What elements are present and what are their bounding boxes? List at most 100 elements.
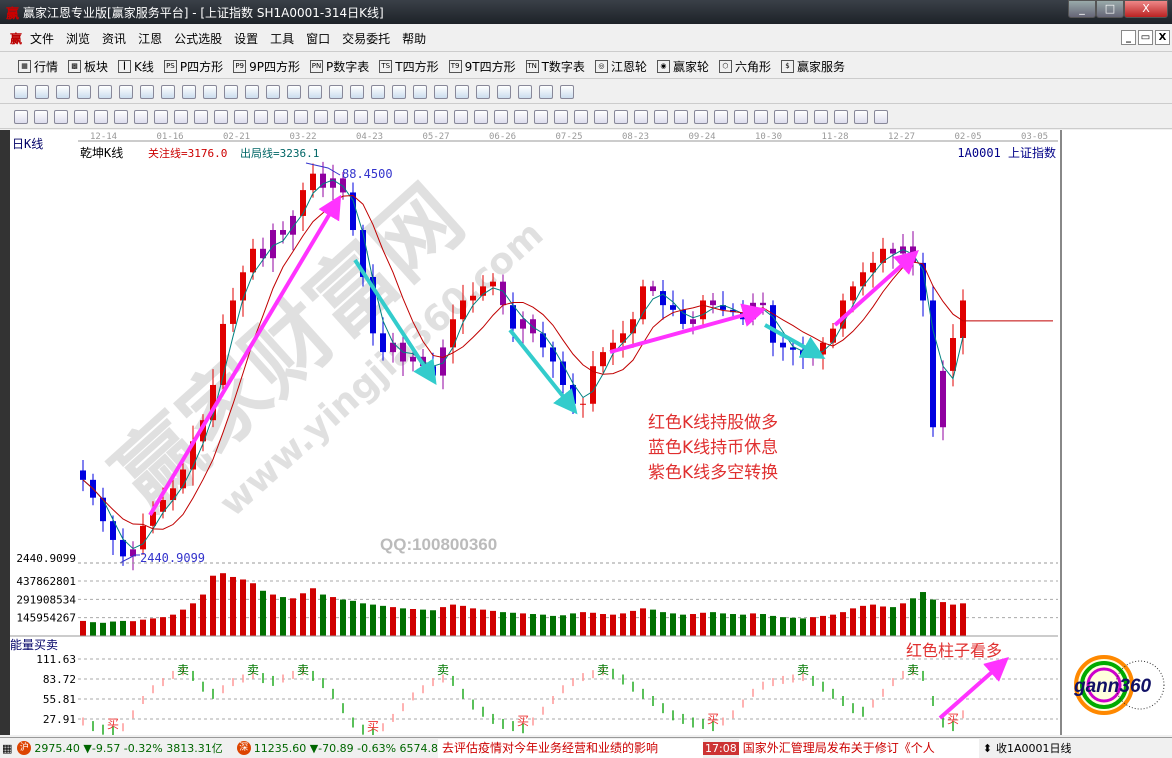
tool-icon[interactable] <box>434 109 448 124</box>
tool-icon[interactable] <box>308 84 322 99</box>
toolbar-button[interactable]: ⬡ 六角形 <box>718 58 771 75</box>
news-ticker-1[interactable]: 去评估疫情对今年业务经营和业绩的影响 <box>438 738 704 758</box>
mdi-close-button[interactable]: X <box>1155 30 1170 45</box>
tool-icon[interactable] <box>119 84 133 99</box>
tool-icon[interactable] <box>374 109 388 124</box>
minimize-button[interactable]: _ <box>1068 0 1096 18</box>
tool-icon[interactable] <box>224 84 238 99</box>
tool-icon[interactable] <box>413 84 427 99</box>
tool-icon[interactable] <box>245 84 259 99</box>
tool-icon[interactable] <box>329 84 343 99</box>
tool-icon[interactable] <box>234 109 248 124</box>
tool-icon[interactable] <box>14 109 28 124</box>
tool-icon[interactable] <box>654 109 668 124</box>
tool-icon[interactable] <box>314 109 328 124</box>
toolbar-button[interactable]: ◉ 赢家轮 <box>656 58 709 75</box>
toolbar-button[interactable]: PN P数字表 <box>310 58 369 75</box>
tool-icon[interactable] <box>594 109 608 124</box>
tool-icon[interactable] <box>287 84 301 99</box>
tool-icon[interactable] <box>634 109 648 124</box>
tool-icon[interactable] <box>214 109 228 124</box>
tool-icon[interactable] <box>154 109 168 124</box>
news-ticker-2[interactable]: 国家外汇管理局发布关于修订《个人 <box>738 738 979 758</box>
tool-icon[interactable] <box>476 84 490 99</box>
tool-icon[interactable] <box>754 109 768 124</box>
tool-icon[interactable] <box>574 109 588 124</box>
scroll-spinner[interactable]: ⬍ <box>982 741 992 755</box>
tool-icon[interactable] <box>274 109 288 124</box>
sz-index-quote[interactable]: 11235.60 ▼-70.89 -0.63% 6574.8 <box>253 741 439 755</box>
tool-icon[interactable] <box>674 109 688 124</box>
tool-icon[interactable] <box>140 84 154 99</box>
tool-icon[interactable] <box>254 109 268 124</box>
tool-icon[interactable] <box>834 109 848 124</box>
tool-icon[interactable] <box>134 109 148 124</box>
tool-icon[interactable] <box>434 84 448 99</box>
tool-icon[interactable] <box>161 84 175 99</box>
mdi-restore-button[interactable]: ▭ <box>1138 30 1153 45</box>
tool-icon[interactable] <box>294 109 308 124</box>
tool-icon[interactable] <box>694 109 708 124</box>
tool-icon[interactable] <box>35 84 49 99</box>
tool-icon[interactable] <box>494 109 508 124</box>
tool-icon[interactable] <box>734 109 748 124</box>
quote-table-icon[interactable]: ▦ <box>2 741 13 755</box>
tool-icon[interactable] <box>560 84 574 99</box>
menu-item[interactable]: 公式选股 <box>174 32 223 46</box>
tool-icon[interactable] <box>34 109 48 124</box>
close-button[interactable]: X <box>1124 0 1168 18</box>
tool-icon[interactable] <box>474 109 488 124</box>
tool-icon[interactable] <box>350 84 364 99</box>
tool-icon[interactable] <box>114 109 128 124</box>
menu-item[interactable]: 设置 <box>234 32 259 46</box>
tool-icon[interactable] <box>514 109 528 124</box>
tool-icon[interactable] <box>534 109 548 124</box>
menu-item[interactable]: 窗口 <box>306 32 331 46</box>
tool-icon[interactable] <box>774 109 788 124</box>
menu-item[interactable]: 工具 <box>270 32 295 46</box>
toolbar-button[interactable]: TN T数字表 <box>525 58 585 75</box>
menu-item[interactable]: 帮助 <box>402 32 427 46</box>
tool-icon[interactable] <box>518 84 532 99</box>
tool-icon[interactable] <box>454 109 468 124</box>
tool-icon[interactable] <box>394 109 408 124</box>
tool-icon[interactable] <box>203 84 217 99</box>
toolbar-button[interactable]: PS P四方形 <box>163 58 223 75</box>
tool-icon[interactable] <box>614 109 628 124</box>
tool-icon[interactable] <box>182 84 196 99</box>
toolbar-button[interactable]: TS T四方形 <box>379 58 439 75</box>
tool-icon[interactable] <box>392 84 406 99</box>
toolbar-button[interactable]: ▩ 板块 <box>68 58 108 75</box>
tool-icon[interactable] <box>354 109 368 124</box>
tool-icon[interactable] <box>714 109 728 124</box>
toolbar-button[interactable]: P9 9P四方形 <box>233 58 300 75</box>
tool-icon[interactable] <box>455 84 469 99</box>
toolbar-button[interactable]: T9 9T四方形 <box>448 58 516 75</box>
tool-icon[interactable] <box>371 84 385 99</box>
toolbar-button[interactable]: ◎ 江恩轮 <box>594 58 647 75</box>
tool-icon[interactable] <box>174 109 188 124</box>
tool-icon[interactable] <box>77 84 91 99</box>
tool-icon[interactable] <box>54 109 68 124</box>
tool-icon[interactable] <box>194 109 208 124</box>
menu-item[interactable]: 浏览 <box>66 32 91 46</box>
tool-icon[interactable] <box>74 109 88 124</box>
menu-item[interactable]: 资讯 <box>102 32 127 46</box>
tool-icon[interactable] <box>539 84 553 99</box>
mdi-minimize-button[interactable]: _ <box>1121 30 1136 45</box>
toolbar-button[interactable]: ▦ 行情 <box>18 58 58 75</box>
tool-icon[interactable] <box>794 109 808 124</box>
maximize-button[interactable]: □ <box>1096 0 1124 18</box>
tool-icon[interactable] <box>334 109 348 124</box>
toolbar-button[interactable]: ┃ K线 <box>118 58 154 75</box>
tool-icon[interactable] <box>414 109 428 124</box>
tool-icon[interactable] <box>874 109 888 124</box>
menu-item[interactable]: 交易委托 <box>342 32 391 46</box>
sh-index-quote[interactable]: 2975.40 ▼-9.57 -0.32% 3813.31亿 <box>34 742 223 755</box>
tool-icon[interactable] <box>266 84 280 99</box>
tool-icon[interactable] <box>554 109 568 124</box>
menu-item[interactable]: 江恩 <box>138 32 163 46</box>
tool-icon[interactable] <box>814 109 828 124</box>
menu-item[interactable]: 文件 <box>30 32 55 46</box>
tool-icon[interactable] <box>14 84 28 99</box>
